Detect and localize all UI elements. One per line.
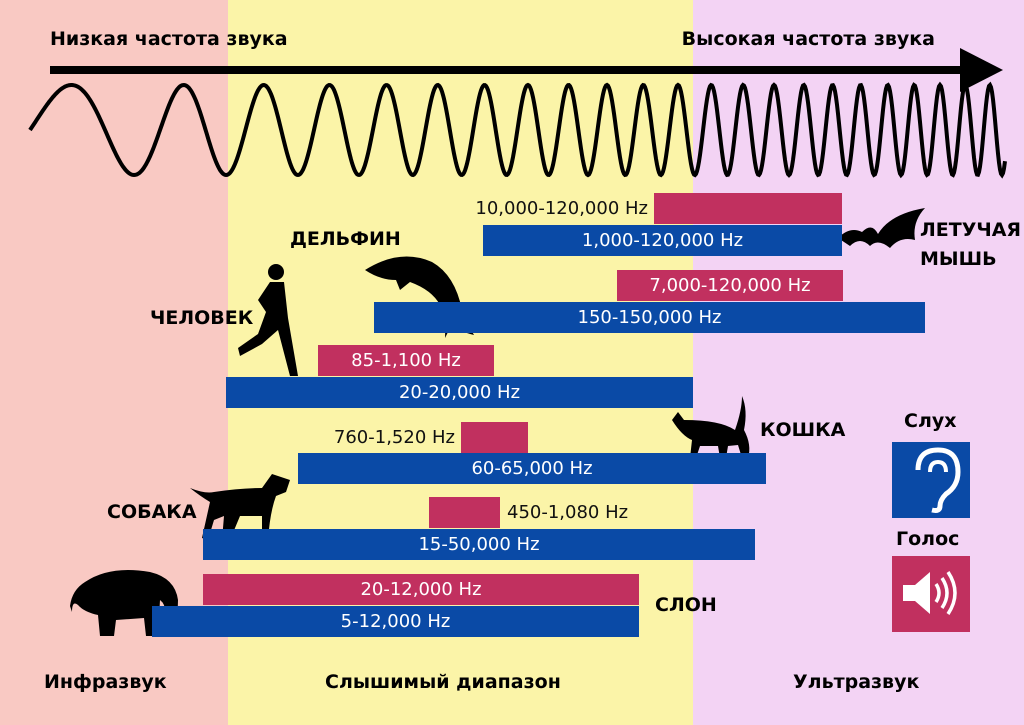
- animal-name: СОБАКА: [107, 501, 197, 523]
- voice-range-bar: 7,000-120,000 Hz: [617, 270, 843, 301]
- voice-legend-label: Голос: [896, 528, 960, 550]
- zone-label: Инфразвук: [44, 671, 167, 693]
- voice-range-label: 10,000-120,000 Hz: [475, 198, 648, 219]
- dog-icon: [190, 474, 290, 540]
- bat-icon: [838, 208, 925, 248]
- arrow-head: [960, 48, 1003, 92]
- voice-range-bar: 85-1,100 Hz: [318, 345, 494, 376]
- voice-range-bar: [654, 193, 842, 224]
- elephant-icon: [70, 569, 178, 636]
- high-frequency-label: Высокая частота звука: [681, 28, 935, 50]
- human-icon: [268, 264, 284, 280]
- zone-label: Слышимый диапазон: [325, 671, 561, 693]
- hearing-range-bar: 15-50,000 Hz: [203, 529, 755, 560]
- speaker-icon: [903, 572, 930, 614]
- hearing-legend-label: Слух: [904, 410, 957, 432]
- cat-icon: [672, 396, 750, 458]
- wave: [28, 81, 1007, 179]
- zone-label: Ультразвук: [793, 671, 920, 693]
- hearing-range-bar: 1,000-120,000 Hz: [483, 225, 842, 256]
- ear-icon: [915, 447, 961, 513]
- sound-waves: [934, 571, 957, 615]
- animal-name: КОШКА: [760, 419, 846, 441]
- hearing-range-bar: 60-65,000 Hz: [298, 453, 766, 484]
- voice-range-label: 450-1,080 Hz: [507, 502, 629, 523]
- animal-name: ДЕЛЬФИН: [290, 228, 401, 250]
- human-body: [238, 282, 298, 376]
- ear-inner: [928, 459, 948, 473]
- voice-range-bar: [461, 422, 528, 453]
- hearing-range-bar: 20-20,000 Hz: [226, 377, 693, 408]
- hearing-range-bar: 5-12,000 Hz: [152, 606, 639, 637]
- voice-range-bar: [429, 497, 500, 528]
- voice-range-label: 760-1,520 Hz: [333, 427, 455, 448]
- voice-range-bar: 20-12,000 Hz: [203, 574, 639, 605]
- animal-name: СЛОН: [655, 594, 717, 616]
- hearing-range-bar: 150-150,000 Hz: [374, 302, 925, 333]
- animal-name: ЛЕТУЧАЯ МЫШЬ: [920, 219, 1022, 270]
- animal-name: ЧЕЛОВЕК: [150, 307, 254, 329]
- low-frequency-label: Низкая частота звука: [50, 28, 288, 50]
